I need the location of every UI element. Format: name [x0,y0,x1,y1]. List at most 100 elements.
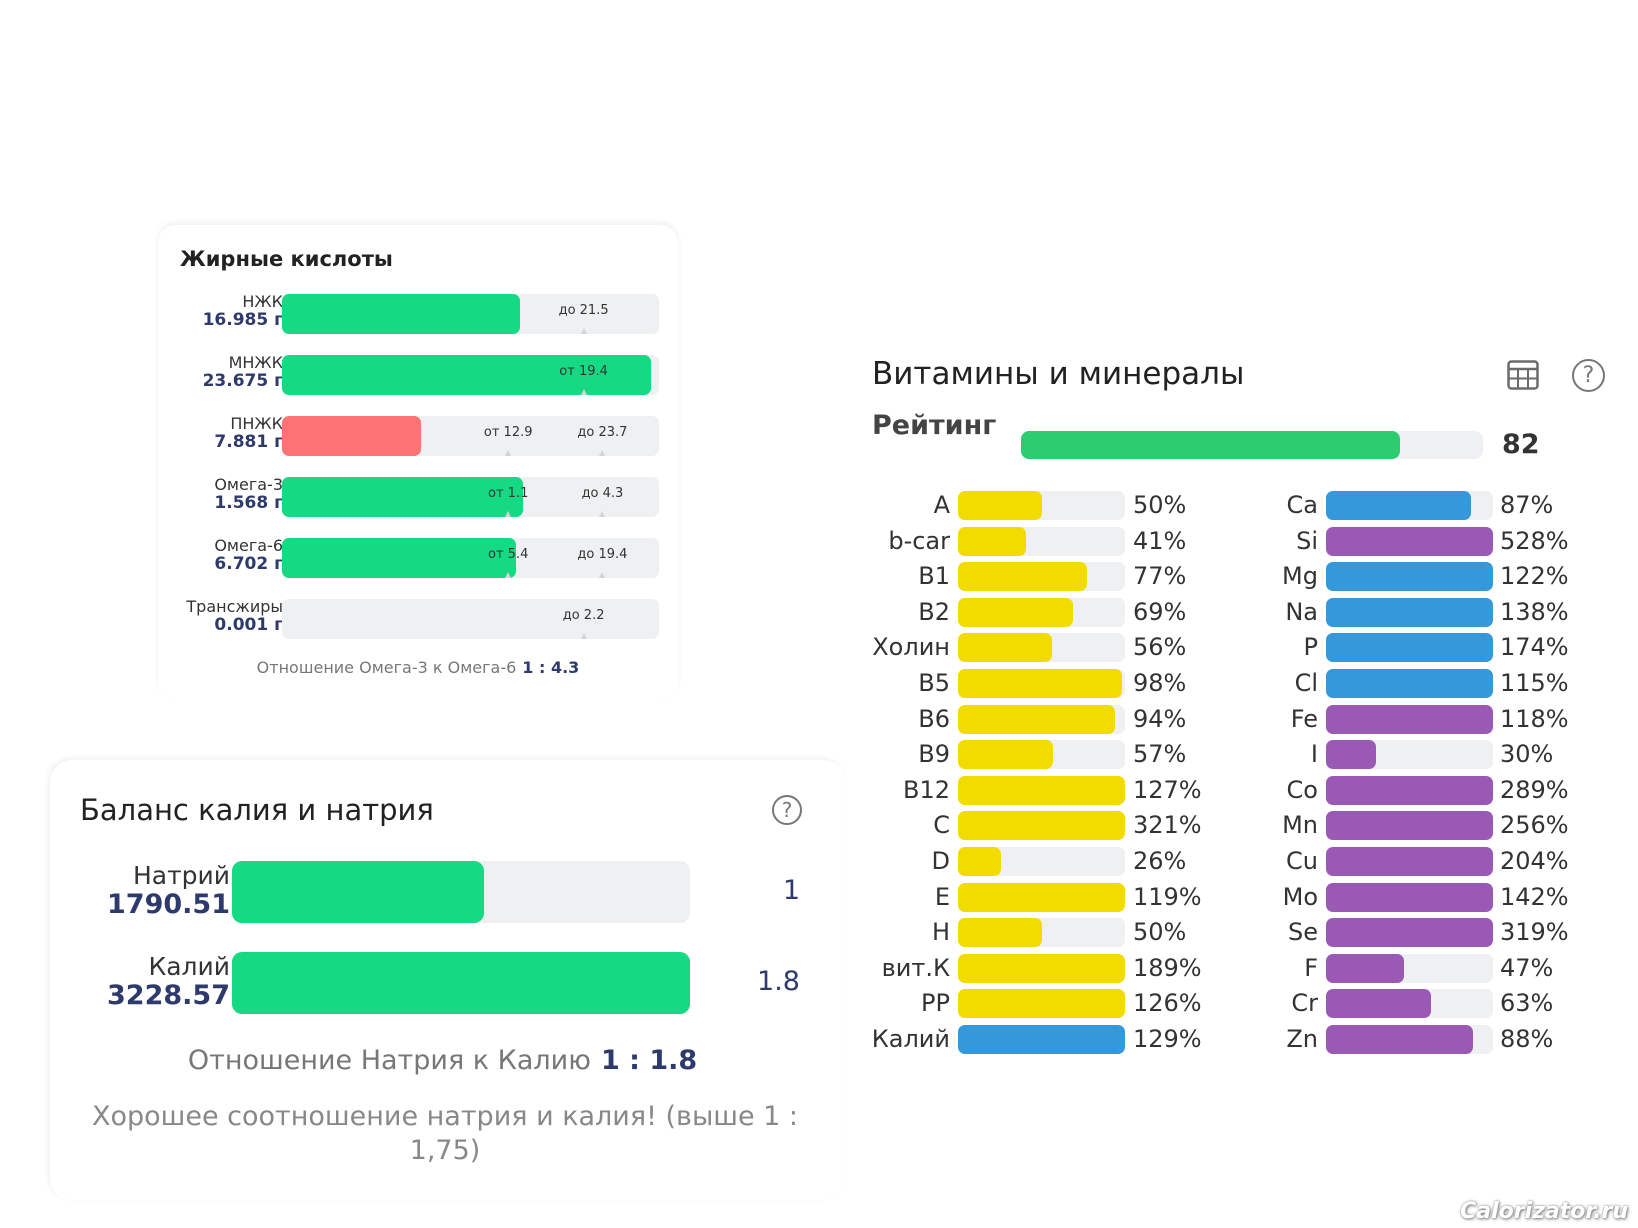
question-circle-icon[interactable]: ? [1572,359,1605,392]
nutrient-bar [1326,989,1493,1019]
fatty-acid-label: МНЖК 23.675 г [203,353,283,391]
nutrient-percent: 50% [1133,491,1187,519]
mineral-bar [232,952,690,1014]
nutrient-bar-fill [1326,811,1493,841]
nutrient-percent: 115% [1500,669,1569,697]
nutrient-bar [958,847,1125,876]
mineral-row: Zn 88% [850,1025,1638,1054]
fatty-acid-label: Трансжиры 0.001 г [186,597,283,635]
nutrient-bar [958,918,1125,948]
nutrient-bar [1326,775,1493,805]
fatty-acid-name: НЖК [242,292,283,311]
nutrient-bar-fill [1326,989,1432,1019]
omega-ratio: Отношение Омега-3 к Омега-6 1 : 4.3 [158,658,678,677]
sodium-potassium-title: Баланс калия и натрия [80,793,434,827]
nutrient-bar [958,775,1125,805]
vitamin-row: Холин 56% [850,633,1638,663]
nutrient-percent: 289% [1500,775,1569,804]
nutrient-percent: 77% [1133,562,1187,591]
nutrient-bar [1326,882,1493,912]
mineral-row: F 47% [850,953,1638,983]
mineral-row: Ca 87% [850,491,1638,520]
mineral-row: Co 289% [850,775,1638,805]
nutrient-bar-fill [958,526,1027,556]
sodium-potassium-ratio-label: Отношение Натрия к Калию [187,1045,591,1076]
table-icon[interactable] [1507,360,1539,390]
nutrient-bar-fill [1326,953,1405,983]
nutrient-bar-fill [958,847,1002,876]
norm-marker-label: от 1.1 [488,486,529,501]
nutrient-percent: 57% [1133,740,1187,769]
mineral-row: I 30% [850,740,1638,770]
nutrient-name: B5 [918,669,950,697]
vitamin-row: B9 57% [850,740,1638,770]
vitamin-row: E 119% [850,882,1638,912]
nutrient-percent: 204% [1500,847,1569,875]
norm-marker-label: до 23.7 [577,425,628,440]
nutrient-bar [1326,597,1493,627]
nutrient-name: D [931,847,950,875]
nutrient-name: Si [1296,526,1318,555]
nutrient-name: B9 [918,740,950,769]
rating-bar-fill [1021,431,1400,459]
nutrient-percent: 88% [1500,1025,1554,1053]
mineral-row: Se 319% [850,918,1638,948]
nutrient-percent: 142% [1500,882,1569,911]
fatty-acid-bar: от 12.9 до 23.7 [282,416,659,456]
fatty-acid-name: Трансжиры [186,597,283,616]
mineral-label: Натрий 1790.51 [107,861,230,919]
omega-ratio-label: Отношение Омега-3 к Омега-6 [256,658,517,677]
fatty-acid-name: МНЖК [228,353,283,372]
fatty-acid-row: Омега-3 1.568 г от 1.1 до 4.3 [158,475,678,519]
norm-marker-tick [580,328,587,334]
nutrient-name: Ca [1286,491,1318,519]
nutrient-bar-fill [958,918,1042,948]
fatty-acid-bar-fill [282,416,422,456]
nutrient-bar [958,704,1125,734]
nutrient-name: B1 [918,562,950,591]
nutrient-bar [1326,562,1493,592]
fatty-acid-value: 23.675 г [202,371,283,391]
vitamin-row: H 50% [850,918,1638,948]
fatty-acid-row: НЖК 16.985 г до 21.5 [158,292,678,336]
question-circle-icon[interactable]: ? [772,795,802,825]
nutrient-bar-fill [958,953,1125,983]
sodium-potassium-card: Баланс калия и натрия ? Натрий 1790.51 1 Ка… [50,760,845,1200]
fatty-acid-value: 16.985 г [202,310,283,330]
nutrient-bar-fill [1326,847,1493,876]
fatty-acid-value: 7.881 г [214,432,283,452]
nutrient-name: I [1310,740,1318,769]
nutrient-bar [958,562,1125,592]
nutrient-name: B12 [902,775,950,804]
nutrient-percent: 118% [1500,704,1569,733]
nutrient-name: Калий [871,1025,950,1053]
nutrient-percent: 41% [1133,526,1187,555]
nutrient-bar-fill [1326,704,1493,734]
vitamin-row: B2 69% [850,597,1638,627]
vitamin-row: PP 126% [850,989,1638,1019]
mineral-row: Cu 204% [850,847,1638,876]
nutrient-name: Na [1285,597,1318,626]
fatty-acid-label: Омега-3 1.568 г [214,475,283,513]
fatty-acid-name: Омега-6 [214,536,283,555]
nutrient-bar-fill [1326,918,1493,948]
nutrient-percent: 26% [1133,847,1187,875]
nutrient-name: Холин [872,633,950,662]
nutrient-name: Se [1288,918,1318,947]
nutrient-name: Co [1286,775,1318,804]
nutrient-percent: 94% [1133,704,1187,733]
nutrient-bar-fill [958,597,1074,627]
fatty-acid-bar: до 2.2 [282,599,659,639]
nutrient-name: A [933,491,950,519]
norm-marker-label: до 2.2 [562,608,605,623]
nutrient-name: C [933,811,950,840]
nutrient-bar [1326,953,1493,983]
norm-marker-tick [580,389,587,395]
nutrient-percent: 321% [1133,811,1202,840]
nutrient-bar-fill [1326,775,1493,805]
nutrient-percent: 189% [1133,953,1202,982]
sodium-potassium-ratio-value: 1 : 1.8 [600,1045,698,1076]
nutrient-percent: 30% [1500,740,1554,769]
nutrient-bar [958,882,1125,912]
vitamin-row: B12 127% [850,775,1638,805]
